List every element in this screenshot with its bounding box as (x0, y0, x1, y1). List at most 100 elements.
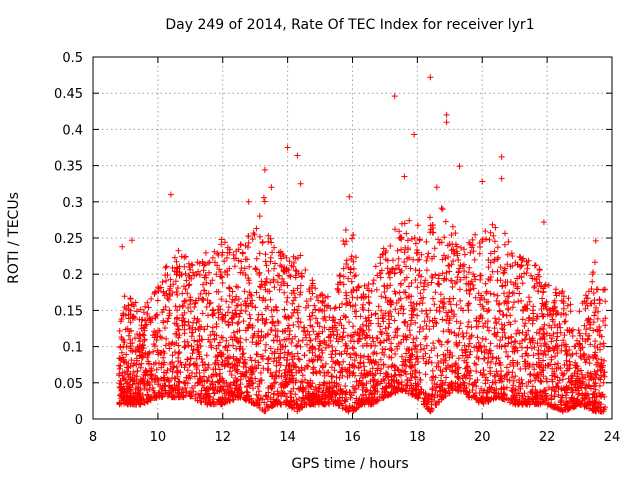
data-point (471, 360, 478, 367)
data-point (284, 144, 291, 151)
data-point (145, 304, 152, 311)
data-point (509, 253, 516, 259)
data-point (159, 309, 166, 316)
data-point (346, 361, 353, 368)
data-point (199, 310, 206, 317)
data-point (286, 258, 293, 265)
data-point (175, 247, 182, 254)
data-point (209, 378, 216, 385)
data-point (492, 224, 499, 231)
data-point (187, 301, 194, 308)
data-point (551, 297, 558, 304)
data-point (434, 280, 441, 287)
data-point (540, 357, 546, 364)
data-point (589, 394, 596, 401)
data-point (573, 350, 580, 357)
data-point (491, 372, 498, 379)
data-point (379, 391, 386, 398)
data-point (247, 354, 254, 361)
data-point (507, 399, 513, 406)
data-point (540, 302, 547, 309)
data-point (596, 390, 603, 396)
data-point (574, 337, 580, 344)
data-point (322, 400, 329, 407)
data-point (178, 317, 185, 324)
data-point (310, 328, 317, 335)
data-point (496, 300, 503, 307)
data-point (555, 380, 561, 386)
data-point (125, 315, 132, 322)
data-point (282, 327, 289, 334)
data-point (201, 367, 207, 374)
data-point (596, 323, 603, 330)
data-point (191, 304, 198, 311)
data-point (262, 278, 269, 285)
data-point (176, 349, 182, 356)
data-point (540, 351, 547, 358)
data-point (596, 375, 602, 382)
data-point (417, 290, 424, 297)
data-point (477, 312, 484, 319)
data-point (318, 291, 325, 298)
data-point (487, 229, 494, 236)
data-point (577, 353, 584, 360)
data-point (137, 306, 144, 313)
data-point (480, 323, 487, 330)
data-point (144, 371, 151, 378)
data-point (304, 341, 310, 348)
data-point (586, 319, 592, 326)
data-point (338, 351, 345, 358)
data-point (491, 258, 498, 264)
data-point (383, 247, 390, 254)
data-point (507, 361, 513, 368)
data-point (412, 277, 419, 283)
data-point (301, 352, 308, 359)
data-point (223, 255, 230, 261)
data-point (331, 322, 338, 329)
data-point (430, 295, 436, 302)
data-point (475, 355, 482, 362)
data-point (427, 214, 433, 221)
data-point (378, 307, 385, 314)
data-point (421, 401, 428, 408)
data-point (601, 406, 608, 413)
data-point (550, 311, 557, 317)
data-point (424, 405, 431, 412)
data-point (162, 325, 168, 331)
data-point (186, 372, 193, 379)
data-point (514, 361, 521, 368)
data-point (472, 231, 479, 238)
data-point (306, 288, 313, 295)
data-point (586, 353, 593, 360)
data-point (267, 296, 274, 303)
data-point (535, 288, 542, 295)
data-point (416, 369, 423, 376)
data-point (531, 262, 538, 269)
data-point (319, 391, 326, 398)
data-point (459, 375, 466, 382)
data-point (254, 316, 261, 323)
data-point (166, 291, 173, 298)
data-point (505, 305, 512, 312)
data-point (294, 152, 301, 159)
data-point (248, 292, 255, 299)
data-point (398, 353, 405, 360)
data-point (509, 304, 516, 311)
data-point (445, 254, 452, 260)
data-point (456, 286, 463, 293)
data-point (190, 347, 197, 354)
data-point (460, 333, 467, 340)
data-point (206, 394, 213, 401)
data-point (439, 368, 446, 375)
data-point (388, 354, 395, 361)
data-point (531, 344, 538, 351)
data-point (352, 272, 359, 279)
data-point (424, 314, 431, 320)
data-point (267, 254, 274, 261)
data-point (290, 385, 297, 392)
data-point (554, 360, 561, 367)
data-point (427, 222, 434, 229)
data-point (118, 387, 124, 394)
data-point (526, 335, 533, 342)
data-point (268, 184, 275, 191)
